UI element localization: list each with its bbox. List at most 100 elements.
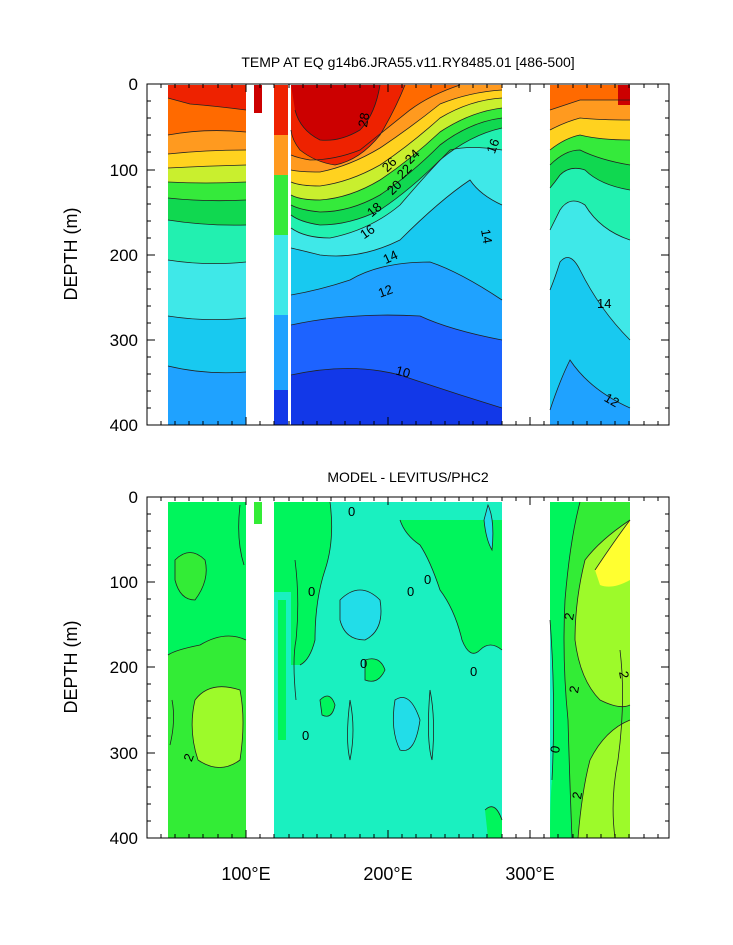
contour	[290, 127, 503, 226]
contour	[347, 699, 354, 761]
contour	[290, 84, 406, 166]
contour	[238, 504, 245, 566]
band	[274, 502, 291, 592]
xtick-label: 300°E	[505, 864, 554, 884]
ytick-label: 200	[110, 246, 138, 265]
contour	[290, 89, 503, 173]
band	[168, 85, 246, 110]
band	[485, 806, 502, 838]
contour	[428, 689, 434, 761]
contour	[290, 147, 503, 239]
contour	[167, 259, 247, 264]
ytick-label: 400	[110, 416, 138, 435]
contour-label: 0	[360, 656, 367, 671]
band	[291, 85, 380, 141]
contour	[167, 130, 247, 136]
contour-label: 10	[394, 363, 412, 381]
top-ylabel: DEPTH (m)	[61, 208, 81, 301]
top-ytick-labels: 0 100 200 300 400	[110, 75, 138, 435]
contour	[290, 368, 503, 409]
contour	[399, 519, 503, 654]
top-plot-area	[167, 84, 631, 425]
contour	[392, 697, 421, 752]
contour	[293, 559, 299, 701]
band	[550, 502, 630, 838]
contour	[169, 699, 174, 746]
top-pacific-sector	[290, 84, 503, 425]
band	[274, 85, 288, 135]
band	[484, 505, 493, 550]
contour-label: 14	[381, 247, 400, 267]
top-title: TEMP AT EQ g14b6.JRA55.v11.RY8485.01 [48…	[241, 54, 574, 70]
contour	[290, 117, 503, 213]
contour	[294, 84, 381, 141]
contour	[290, 97, 503, 187]
bottom-contour-labels: 0 0 0 0 0 0 0 2 2 2 2 2 0	[180, 504, 632, 800]
band	[175, 552, 207, 600]
band	[340, 590, 381, 640]
contour-label: 0	[407, 584, 414, 599]
contour	[167, 97, 247, 111]
contour	[549, 359, 631, 411]
contour	[364, 658, 386, 682]
bottom-pacific-sector	[291, 501, 503, 838]
contour	[290, 261, 503, 301]
ytick-label: 400	[110, 829, 138, 848]
band	[320, 696, 335, 717]
contour	[290, 314, 503, 341]
band	[254, 85, 262, 113]
bottom-panel: MODEL - LEVITUS/PHC2	[61, 469, 670, 884]
contour	[167, 181, 247, 184]
contour-label: 0	[470, 664, 477, 679]
contour-label: 0	[302, 728, 309, 743]
contour-label: 14	[478, 228, 495, 245]
bottom-ticks	[147, 496, 669, 839]
contour-label: 12	[602, 390, 622, 410]
bottom-title: MODEL - LEVITUS/PHC2	[327, 469, 489, 485]
contour	[167, 365, 247, 374]
xtick-label: 200°E	[363, 864, 412, 884]
contour	[483, 503, 494, 552]
ytick-label: 200	[110, 658, 138, 677]
band	[278, 600, 286, 740]
bottom-ytick-labels: 0 100 200 300 400	[110, 488, 138, 848]
bottom-plot-area	[167, 501, 631, 838]
band	[550, 85, 630, 110]
ytick-label: 300	[110, 331, 138, 350]
contour	[167, 197, 247, 202]
contour	[484, 806, 503, 821]
bottom-ylabel: DEPTH (m)	[61, 621, 81, 714]
contour	[167, 164, 247, 169]
contour-label: 0	[547, 745, 563, 755]
contour-label: 14	[597, 296, 611, 311]
contour-label: 2	[566, 685, 582, 695]
bottom-strip-125	[274, 502, 291, 838]
band	[618, 85, 630, 105]
contour	[563, 501, 581, 838]
contour	[167, 315, 247, 320]
ytick-label: 100	[110, 573, 138, 592]
contour	[549, 99, 630, 111]
top-atlantic-sector	[549, 85, 631, 425]
contour-label: 0	[424, 572, 431, 587]
xtick-labels: 100°E 200°E 300°E	[221, 864, 554, 884]
band	[168, 502, 246, 655]
contour-label: 2	[616, 670, 632, 680]
contour	[290, 84, 461, 161]
contour	[577, 719, 631, 838]
contour-label: 0	[308, 584, 315, 599]
contour	[549, 257, 631, 341]
contour-label: 2	[180, 751, 197, 763]
ytick-label: 300	[110, 744, 138, 763]
top-panel: TEMP AT EQ g14b6.JRA55.v11.RY8485.01 [48…	[61, 54, 670, 435]
contour-label: 16	[483, 137, 502, 156]
ytick-label: 0	[129, 75, 138, 94]
band	[254, 502, 262, 524]
contour	[549, 149, 631, 166]
band	[365, 658, 385, 682]
band	[192, 686, 243, 768]
top-west-sector	[167, 85, 247, 425]
contour-label: 0	[348, 504, 355, 519]
contour	[574, 519, 631, 708]
